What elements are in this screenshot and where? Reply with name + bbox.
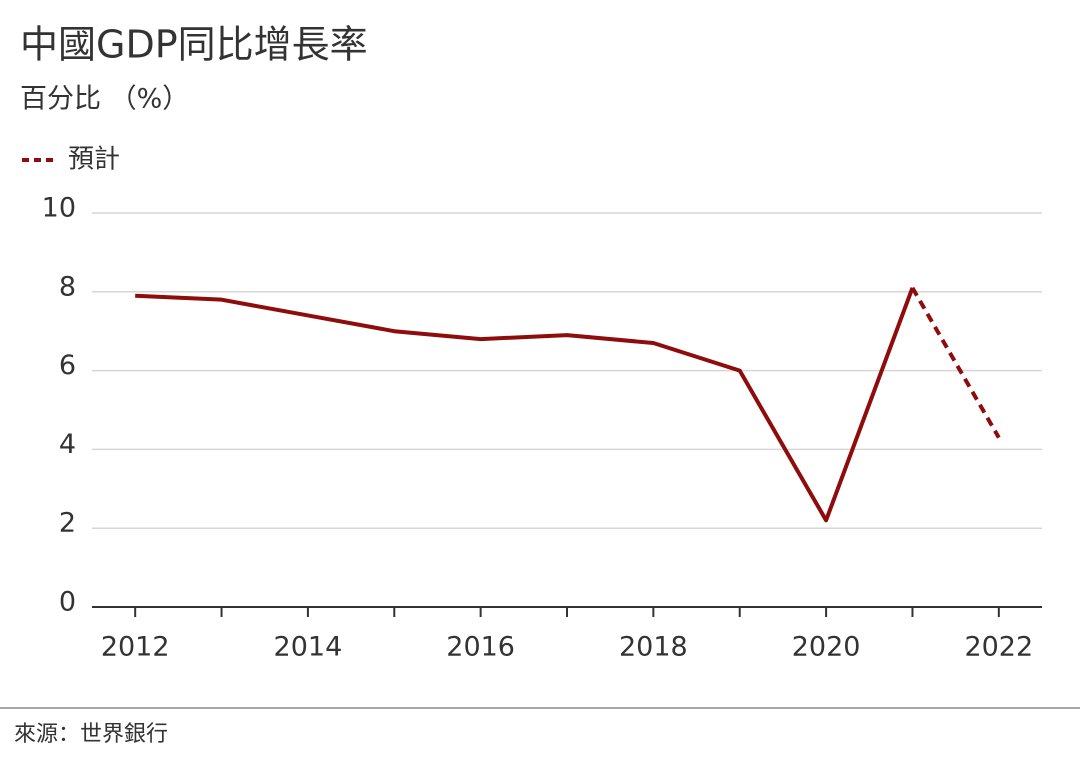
legend-label: 預計 [68,145,120,175]
source-note: 來源：世界銀行 [14,722,168,747]
chart-subtitle: 百分比 （%） [20,84,189,115]
x-tick-label: 2018 [619,632,688,663]
y-tick-label: 6 [59,350,76,381]
y-tick-label: 2 [59,508,76,539]
chart-title: 中國GDP同比增長率 [20,23,368,67]
x-tick-label: 2012 [101,632,170,663]
x-tick-label: 2020 [792,632,861,663]
x-tick-label: 2016 [446,632,515,663]
x-tick-label: 2014 [274,632,343,663]
y-tick-label: 4 [59,429,76,460]
y-tick-label: 8 [59,271,76,302]
y-tick-label: 0 [59,587,76,618]
data-line [135,287,915,523]
data-line [910,286,1001,439]
y-tick-label: 10 [42,193,76,224]
x-tick-label: 2022 [964,632,1033,663]
